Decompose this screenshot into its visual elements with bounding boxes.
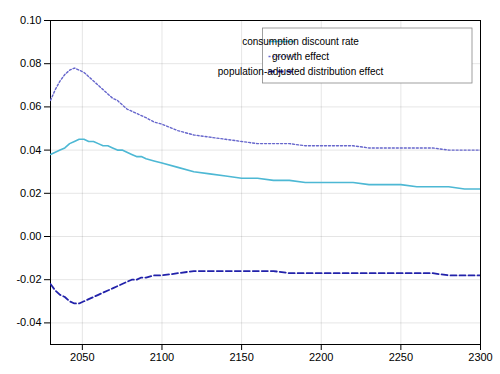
- svg-text:2050: 2050: [70, 351, 94, 363]
- svg-text:0.04: 0.04: [20, 144, 41, 156]
- svg-text:consumption discount rate: consumption discount rate: [242, 36, 359, 47]
- svg-text:0.02: 0.02: [20, 187, 41, 199]
- svg-text:0.10: 0.10: [20, 14, 41, 26]
- svg-text:-0.02: -0.02: [16, 273, 41, 285]
- svg-text:0.00: 0.00: [20, 230, 41, 242]
- svg-text:0.08: 0.08: [20, 57, 41, 69]
- svg-text:2250: 2250: [389, 351, 413, 363]
- svg-text:2100: 2100: [150, 351, 174, 363]
- svg-text:-0.04: -0.04: [16, 316, 41, 328]
- svg-text:2150: 2150: [229, 351, 253, 363]
- svg-text:0.06: 0.06: [20, 100, 41, 112]
- svg-text:growth effect: growth effect: [272, 51, 329, 62]
- svg-text:2200: 2200: [309, 351, 333, 363]
- svg-text:2300: 2300: [468, 351, 492, 363]
- svg-text:population-adjusted distributi: population-adjusted distribution effect: [218, 66, 384, 77]
